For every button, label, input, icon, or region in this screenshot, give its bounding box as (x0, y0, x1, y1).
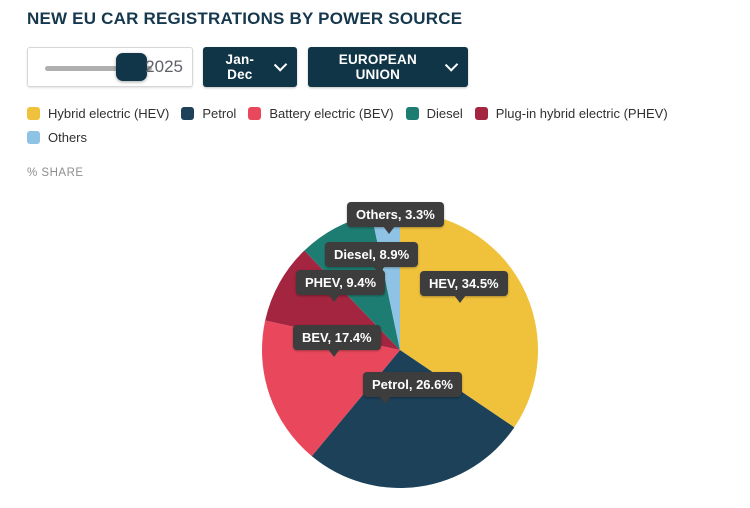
page-title: NEW EU CAR REGISTRATIONS BY POWER SOURCE (27, 9, 463, 28)
region-dropdown-label: EUROPEAN UNION (338, 52, 417, 82)
legend-swatch (27, 107, 40, 120)
pie-slice-bev[interactable] (262, 320, 400, 457)
unit-note: % SHARE (27, 167, 84, 179)
period-dropdown[interactable]: Jan-Dec (203, 47, 297, 87)
legend-swatch (181, 107, 195, 120)
legend-label: Others (48, 130, 88, 145)
pie-slice-hev[interactable] (400, 212, 538, 428)
legend-label: Petrol (202, 106, 237, 121)
legend-swatch (405, 107, 419, 120)
legend-item-hybrid-electric-hev[interactable]: Hybrid electric (HEV) (27, 106, 169, 121)
year-slider-thumb[interactable] (116, 53, 147, 81)
legend-label: Battery electric (BEV) (269, 106, 394, 121)
year-slider-track[interactable] (45, 66, 152, 71)
legend-swatch (27, 131, 40, 144)
legend-label: Hybrid electric (HEV) (48, 106, 170, 121)
period-dropdown-label: Jan-Dec (225, 52, 255, 82)
legend-item-others[interactable]: Others (27, 130, 87, 145)
legend-label: Diesel (426, 106, 463, 121)
year-slider-value: 2025 (145, 57, 183, 76)
pie-slice-petrol[interactable] (311, 350, 515, 488)
region-dropdown[interactable]: EUROPEAN UNION (308, 47, 468, 87)
year-slider[interactable]: 2025 (27, 47, 193, 87)
legend-item-petrol[interactable]: Petrol (181, 106, 236, 121)
legend-item-diesel[interactable]: Diesel (405, 106, 463, 121)
legend-swatch (248, 107, 262, 120)
chart-legend: Hybrid electric (HEV) Petrol Battery elect… (27, 106, 727, 145)
legend-label: Plug-in hybrid electric (PHEV) (495, 106, 668, 121)
legend-item-battery-electric-bev[interactable]: Battery electric (BEV) (248, 106, 394, 121)
legend-item-plug-in-hybrid-electric-phev[interactable]: Plug-in hybrid electric (PHEV) (474, 106, 668, 121)
legend-swatch (474, 107, 488, 120)
